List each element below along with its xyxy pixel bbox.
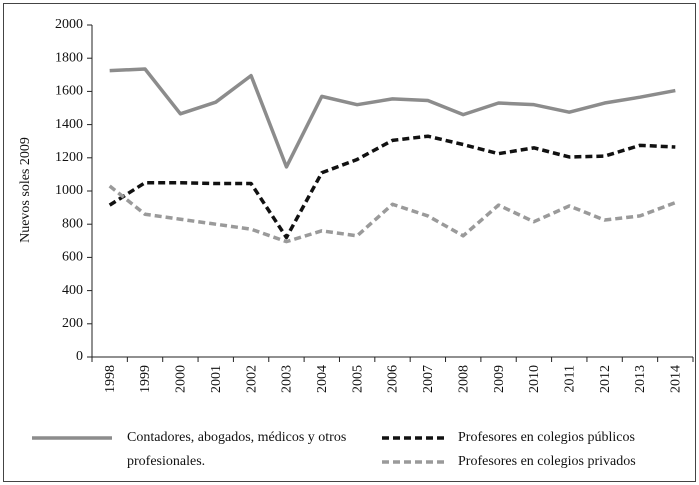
- x-tick-label: 2009: [492, 365, 507, 393]
- x-tick-label: 2000: [174, 365, 189, 393]
- x-tick-label: 1998: [103, 365, 118, 393]
- x-tick-label: 2014: [669, 365, 684, 393]
- x-tick-label: 2002: [244, 365, 259, 393]
- x-tick-label: 2005: [350, 365, 365, 393]
- y-tick-label: 1800: [55, 50, 83, 65]
- x-tick-label: 2013: [633, 365, 648, 393]
- y-tick-label: 400: [62, 283, 83, 298]
- legend-label: Profesores en colegios públicos: [458, 430, 635, 445]
- series-line: [108, 184, 676, 244]
- series-line: [108, 134, 676, 240]
- y-tick-label: 800: [62, 216, 83, 231]
- y-tick-label: 1200: [55, 150, 83, 165]
- x-tick-label: 2012: [598, 365, 613, 393]
- x-tick-label: 2010: [527, 365, 542, 393]
- x-tick-label: 2007: [421, 365, 436, 393]
- x-tick-label: 2006: [386, 365, 401, 393]
- y-tick-label: 1400: [55, 117, 83, 132]
- y-tick-label: 200: [62, 316, 83, 331]
- x-tick-label: 1999: [138, 365, 153, 393]
- x-tick-label: 2004: [315, 365, 330, 393]
- y-tick-label: 2000: [55, 17, 83, 32]
- y-tick-label: 600: [62, 250, 83, 265]
- x-tick-label: 2001: [209, 365, 224, 393]
- y-tick-label: 1000: [55, 183, 83, 198]
- legend-label: Contadores, abogados, médicos y otros pr…: [127, 430, 347, 469]
- y-tick-label: 1600: [55, 84, 83, 99]
- frame: [3, 3, 696, 482]
- series-line: [109, 67, 676, 169]
- legend-label: Profesores en colegios privados: [458, 454, 636, 469]
- x-tick-label: 2011: [562, 365, 577, 392]
- y-axis-label: Nuevos soles 2009: [18, 137, 33, 243]
- x-tick-label: 2003: [280, 365, 295, 393]
- y-tick-label: 0: [76, 349, 83, 364]
- x-tick-label: 2008: [456, 365, 471, 393]
